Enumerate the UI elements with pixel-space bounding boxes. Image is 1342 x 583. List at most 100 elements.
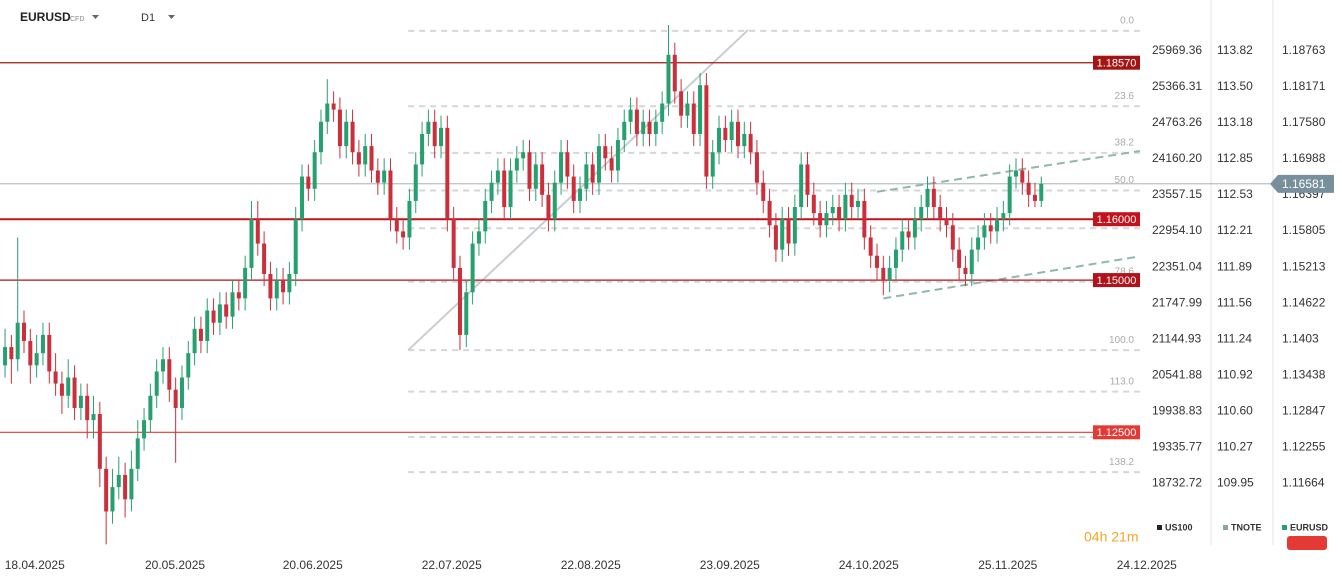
tnote-tick-label: 113.18 — [1217, 115, 1253, 129]
candle-body — [559, 152, 564, 183]
us100-tick-label: 22954.10 — [1152, 223, 1202, 237]
action-button[interactable] — [1287, 536, 1327, 550]
candle-body — [856, 200, 861, 208]
tnote-tick-label: 113.82 — [1217, 43, 1253, 57]
tnote-tick-label: 110.60 — [1217, 403, 1253, 417]
candle-body — [609, 158, 614, 171]
candle-body — [312, 152, 317, 189]
candle-body — [773, 225, 778, 250]
y-tick-label: 1.15805 — [1282, 223, 1326, 237]
legend-label: EURUSD — [1290, 522, 1329, 532]
dropdown-arrow[interactable] — [92, 15, 99, 19]
candle-body — [786, 219, 791, 244]
y-tick-label: 1.12847 — [1282, 403, 1326, 417]
fib-label: 100.0 — [1109, 335, 1134, 346]
candle-body — [230, 292, 235, 317]
candle-body — [748, 133, 753, 153]
x-tick-label: 22.07.2025 — [422, 558, 482, 572]
countdown: 04h 21m — [1084, 529, 1138, 545]
candle-body — [179, 377, 184, 408]
candle-body — [173, 389, 178, 408]
candle-body — [950, 225, 955, 250]
candle-body — [546, 194, 551, 220]
candle-body — [489, 182, 494, 201]
candle-body — [432, 121, 437, 147]
candle-body — [912, 219, 917, 238]
fib-label: 113.0 — [1110, 376, 1135, 387]
candle-body — [224, 304, 229, 317]
candle-body — [982, 225, 987, 238]
candle-body — [540, 164, 545, 195]
dropdown-arrow[interactable] — [168, 15, 175, 19]
candle-body — [944, 219, 949, 226]
level-badge — [1093, 212, 1140, 227]
tnote-tick-label: 111.56 — [1217, 295, 1252, 309]
us100-tick-label: 21144.93 — [1152, 331, 1201, 345]
candle-body — [3, 347, 8, 366]
candle-body — [811, 194, 816, 214]
candle-body — [300, 176, 305, 220]
symbol[interactable]: EURUSD — [20, 10, 71, 24]
candle-body — [552, 182, 557, 220]
candle-body — [394, 219, 399, 232]
candle-body — [533, 164, 538, 189]
candle-body — [85, 395, 90, 421]
candle-body — [167, 359, 172, 390]
candle-body — [919, 207, 924, 220]
candle-body — [306, 176, 311, 189]
y-tick-label: 1.11664 — [1282, 475, 1325, 489]
plot-area: 0.0 23.6 38.2 50.0 78.6 100.0 113.0 138.2 1.1857… — [0, 16, 1334, 572]
x-tick-label: 24.10.2025 — [839, 558, 899, 572]
candle-body — [161, 359, 166, 372]
y-tick-label: 1.12255 — [1282, 439, 1326, 453]
x-tick-label: 23.09.2025 — [700, 558, 760, 572]
us100-tick-label: 19938.83 — [1152, 403, 1202, 417]
candle-body — [255, 219, 260, 244]
candle-body — [988, 225, 993, 232]
candle-body — [495, 170, 500, 183]
us100-tick-label: 25969.36 — [1152, 43, 1202, 57]
candle-body — [824, 213, 829, 226]
candle-body — [375, 170, 380, 183]
tnote-tick-label: 113.50 — [1217, 79, 1253, 93]
candle-body — [1013, 170, 1018, 177]
candle-body — [799, 164, 804, 208]
legend-label: TNOTE — [1231, 522, 1262, 532]
candle-body — [508, 170, 513, 208]
level-badge — [1093, 273, 1140, 288]
candle-body — [849, 194, 854, 208]
candle-body — [603, 146, 608, 159]
candle-body — [666, 54, 671, 104]
candle-body — [186, 353, 191, 378]
candle-body — [571, 176, 576, 201]
legend-swatch — [1223, 525, 1228, 530]
y-tick-label: 1.16988 — [1282, 151, 1326, 165]
tnote-tick-label: 111.24 — [1217, 331, 1252, 345]
y-tick-label: 1.1403 — [1282, 331, 1319, 345]
trendline — [883, 255, 1140, 300]
y-tick-label: 1.17580 — [1282, 115, 1326, 129]
candle-body — [53, 371, 58, 384]
candle-body — [906, 231, 911, 238]
candle-body — [47, 334, 52, 372]
candle-body — [388, 170, 393, 220]
candle-body — [236, 292, 241, 299]
level-badge — [1093, 425, 1140, 440]
candle-body — [862, 200, 867, 238]
candle-body — [401, 231, 406, 238]
candle-body — [407, 200, 412, 238]
timeframe[interactable]: D1 — [141, 12, 155, 24]
symbol-type: CFD — [70, 16, 84, 23]
candle-body — [337, 109, 342, 147]
y-tick-label: 1.15213 — [1282, 259, 1326, 273]
candle-body — [622, 121, 627, 141]
candle-body — [938, 207, 943, 220]
candle-body — [976, 237, 981, 250]
candle-body — [97, 414, 102, 469]
candle-body — [717, 127, 722, 153]
candle-body — [735, 121, 740, 147]
candle-body — [881, 267, 886, 281]
candle-body — [723, 127, 728, 141]
candle-body — [148, 395, 153, 421]
